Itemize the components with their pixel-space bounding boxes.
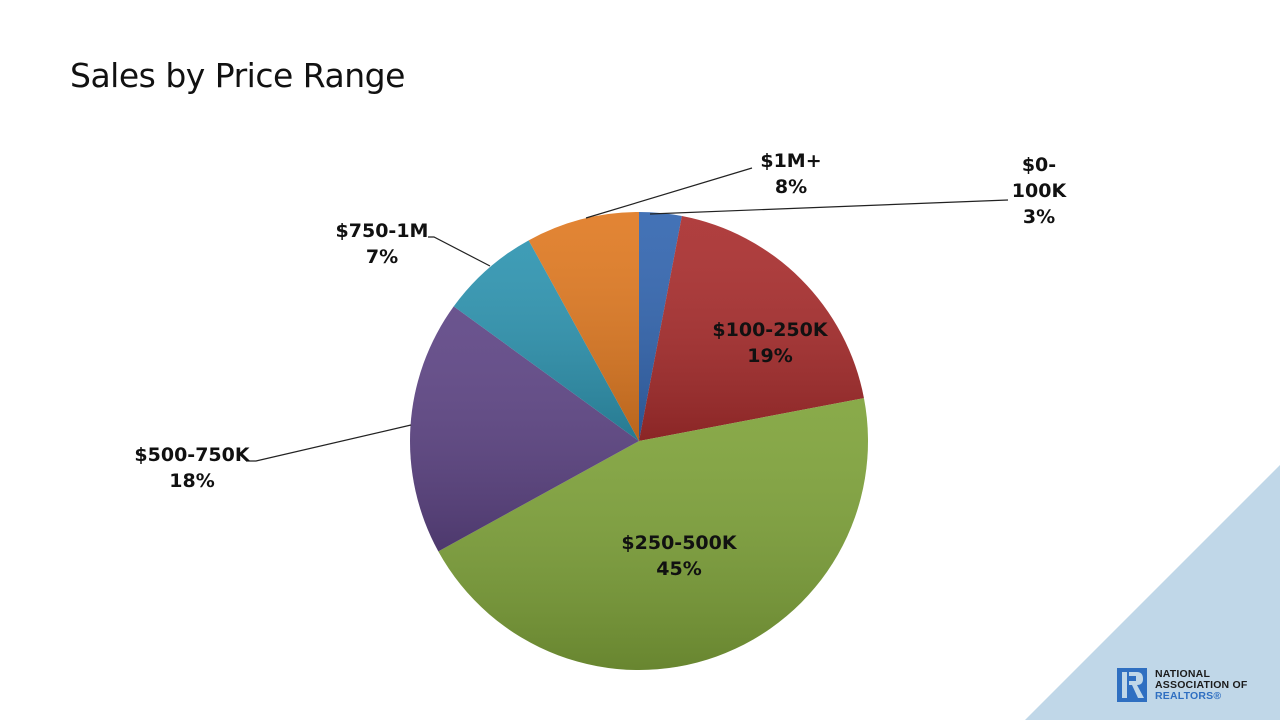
label-percent: 3%: [1022, 206, 1056, 228]
label-percent: 7%: [365, 246, 399, 268]
label-category: $500-750K: [134, 444, 250, 466]
pie-slice-shading: [438, 398, 868, 670]
logo-text: NATIONAL ASSOCIATION OF REALTORS®: [1155, 667, 1248, 702]
label-percent: 18%: [169, 470, 215, 492]
label-percent: 45%: [656, 558, 702, 580]
nar-logo: NATIONAL ASSOCIATION OF REALTORS®: [1117, 668, 1247, 702]
pie-slice-shading: [639, 212, 682, 441]
label-1m-plus: $1M+ 8%: [746, 148, 836, 200]
label-100-250k: $100-250K 19%: [702, 317, 838, 369]
label-250-500k: $250-500K 45%: [611, 530, 747, 582]
pie-slice-shading: [410, 306, 639, 552]
label-500-750k: $500-750K 18%: [128, 442, 256, 494]
label-category: $250-500K: [621, 532, 737, 554]
label-category: $0-: [1021, 154, 1057, 176]
logo-line-1: NATIONAL: [1155, 667, 1211, 680]
label-category: $1M+: [760, 150, 822, 172]
leader-lines: [246, 167, 1009, 462]
label-750-1m: $750-1M 7%: [330, 218, 434, 270]
leader-line-0-100k: [649, 199, 1009, 215]
label-category-cont: 100K: [1011, 180, 1067, 202]
logo-line-2: ASSOCIATION OF: [1155, 678, 1248, 691]
page-title: Sales by Price Range: [70, 56, 405, 95]
label-percent: 8%: [774, 176, 808, 198]
label-category: $750-1M: [335, 220, 429, 242]
leader-line-500-750k: [246, 424, 412, 462]
pie-slice-shading: [639, 216, 864, 441]
logo-line-3: REALTORS®: [1155, 689, 1222, 702]
label-percent: 19%: [747, 345, 793, 367]
label-0-100k: $0- 100K 3%: [1004, 152, 1074, 230]
pie-slices: [410, 212, 868, 670]
pie-slice-shading: [528, 212, 639, 441]
leader-line-1m-plus: [585, 167, 753, 219]
leader-line-750-1m: [428, 236, 491, 267]
pie-slice-shading: [453, 240, 639, 441]
realtor-r-icon: [1117, 668, 1147, 702]
label-category: $100-250K: [712, 319, 828, 341]
